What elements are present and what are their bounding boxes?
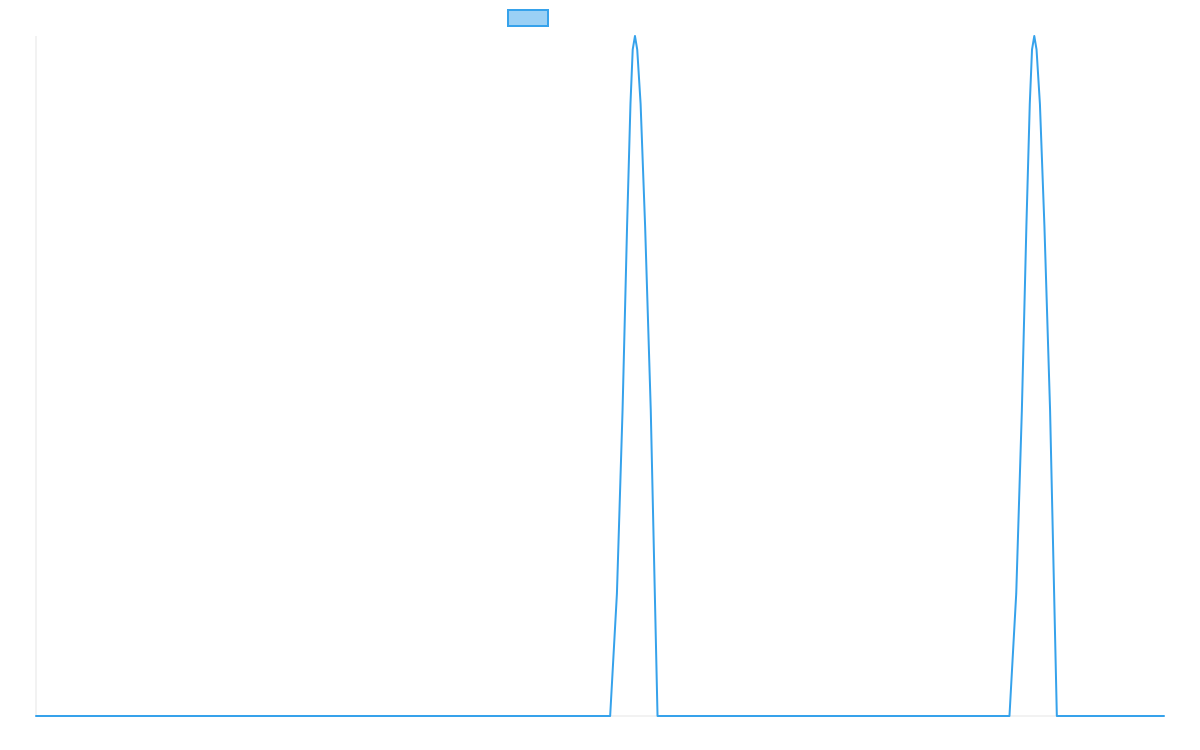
legend-swatch-series-1[interactable]: [507, 9, 549, 27]
series-line-1[interactable]: [35, 35, 1165, 717]
legend[interactable]: [507, 9, 549, 27]
series-layer: [35, 35, 1165, 717]
chart-axes: [35, 36, 1164, 717]
